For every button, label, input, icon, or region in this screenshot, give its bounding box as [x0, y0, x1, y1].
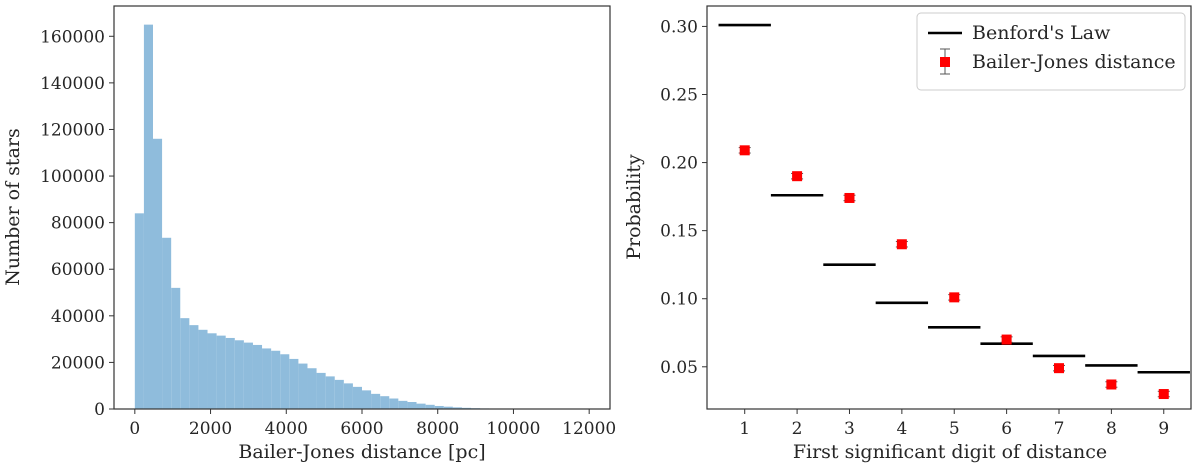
right-x-tick-label: 2 — [792, 419, 803, 439]
histogram-bars — [134, 24, 581, 410]
right-x-tick-label: 9 — [1158, 419, 1169, 439]
histogram-bar — [416, 403, 426, 409]
histogram-bar — [316, 372, 326, 409]
histogram-bar — [298, 363, 308, 409]
right-y-axis: 0.05 0.10 0.15 0.20 0.25 0.30 — [660, 17, 707, 378]
bj-point — [949, 292, 960, 303]
histogram-bar — [189, 325, 199, 409]
histogram-panel: 0200004000060000800001000001200001400001… — [2, 5, 616, 463]
right-x-tick-label: 3 — [844, 419, 855, 439]
histogram-bar — [271, 350, 281, 409]
histogram-bar — [371, 393, 381, 409]
right-x-tick-label: 1 — [739, 419, 750, 439]
histogram-bar — [452, 407, 462, 409]
left-x-tick-label: 10000 — [486, 419, 540, 439]
histogram-bar — [234, 340, 244, 409]
left-x-tick-label: 2000 — [189, 419, 232, 439]
histogram-bar — [398, 400, 408, 409]
histogram-bar — [152, 138, 163, 410]
bj-point — [792, 171, 803, 182]
right-x-axis-label: First significant digit of distance — [793, 441, 1107, 463]
bailer-jones-series — [738, 145, 1170, 400]
histogram-bar — [198, 329, 208, 409]
right-x-tick-label: 6 — [1001, 419, 1012, 439]
histogram-bar — [262, 348, 272, 409]
histogram-bar — [289, 358, 299, 409]
left-y-tick-label: 40000 — [51, 307, 105, 327]
left-y-tick-label: 80000 — [51, 214, 105, 234]
histogram-bar — [352, 386, 362, 409]
right-y-axis-label: Probability — [623, 154, 645, 260]
right-x-tick-label: 4 — [896, 419, 907, 439]
histogram-bar — [216, 335, 226, 409]
histogram-bar — [443, 406, 453, 409]
histogram-bar — [243, 342, 253, 409]
histogram-bar — [362, 390, 372, 409]
left-plot-frame — [113, 5, 611, 410]
right-y-tick-label: 0.05 — [660, 358, 698, 378]
right-x-tick-label: 7 — [1054, 419, 1065, 439]
bj-point — [1158, 389, 1169, 400]
left-x-tick-label: 12000 — [562, 419, 616, 439]
histogram-bar — [325, 376, 335, 409]
bj-point — [1054, 363, 1064, 374]
left-y-tick-label: 20000 — [51, 353, 105, 373]
left-y-tick-label: 120000 — [40, 120, 105, 140]
left-y-axis-label: Number of stars — [2, 128, 24, 285]
histogram-bar — [143, 24, 153, 410]
right-x-tick-label: 8 — [1106, 419, 1117, 439]
left-y-tick-label: 0 — [94, 400, 105, 420]
bj-point — [1001, 334, 1012, 345]
bj-point — [739, 145, 750, 156]
bj-point — [844, 192, 855, 203]
bj-point — [896, 239, 907, 250]
left-x-tick-label: 6000 — [340, 419, 383, 439]
histogram-bar — [207, 333, 217, 409]
left-y-tick-label: 160000 — [40, 27, 105, 47]
left-x-axis: 0 2000 4000 6000 8000 10000 12000 — [129, 409, 616, 439]
left-x-tick-label: 0 — [129, 419, 140, 439]
histogram-bar — [252, 344, 263, 409]
histogram-bar — [225, 337, 235, 409]
legend-box — [916, 12, 1186, 91]
right-y-tick-label: 0.30 — [660, 17, 698, 37]
left-x-tick-label: 8000 — [416, 419, 459, 439]
histogram-bar — [280, 354, 290, 409]
right-x-axis: 1 2 3 4 5 6 7 8 9 — [739, 409, 1169, 439]
benford-law-series — [718, 23, 1190, 374]
histogram-bar — [307, 368, 317, 409]
left-y-axis: 0 20000 40000 60000 80000 100000 120000 140000 1… — [40, 27, 114, 420]
histogram-bar — [134, 213, 144, 409]
left-x-axis-label: Bailer-Jones distance [pc] — [238, 441, 485, 463]
left-x-tick-label: 4000 — [265, 419, 308, 439]
histogram-bar — [334, 379, 344, 409]
histogram-bar — [434, 405, 444, 409]
left-y-tick-label: 100000 — [40, 167, 105, 187]
legend-benford-label: Benford's Law — [972, 22, 1111, 44]
histogram-bar — [380, 396, 390, 409]
histogram-bar — [171, 287, 181, 409]
bj-point — [1106, 379, 1117, 390]
benford-panel: 0.05 0.10 0.15 0.20 0.25 0.30 1 2 3 4 5 6 7 8 9 First… — [623, 5, 1192, 463]
histogram-bar — [162, 237, 172, 409]
right-plot-frame — [706, 5, 1192, 410]
histogram-bar — [425, 404, 435, 409]
right-y-tick-label: 0.15 — [660, 222, 698, 242]
left-y-tick-label: 140000 — [40, 74, 105, 94]
legend-bj-marker — [940, 57, 950, 67]
right-y-tick-label: 0.25 — [660, 85, 698, 105]
left-y-tick-label: 60000 — [51, 260, 105, 280]
legend-bj-label: Bailer-Jones distance — [972, 51, 1176, 73]
histogram-bar — [180, 318, 190, 409]
legend: Benford's Law Bailer-Jones distance — [916, 12, 1186, 91]
histogram-bar — [407, 402, 417, 409]
right-y-tick-label: 0.10 — [660, 290, 698, 310]
histogram-bar — [389, 398, 399, 409]
right-x-tick-label: 5 — [949, 419, 960, 439]
histogram-bar — [343, 383, 353, 409]
right-y-tick-label: 0.20 — [660, 154, 698, 174]
